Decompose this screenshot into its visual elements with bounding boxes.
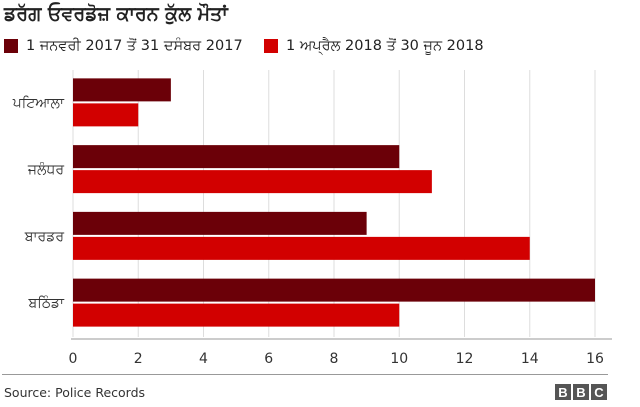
legend-label-2018: 1 ਅਪ੍ਰੈਲ 2018 ਤੋਂ 30 ਜੂਨ 2018	[286, 38, 484, 54]
legend-swatch-2017	[4, 39, 18, 53]
x-tick-label: 16	[586, 351, 604, 367]
x-tick-label: 2	[134, 351, 143, 367]
category-label: ਜਲੰਧਰ	[27, 161, 64, 178]
x-tick-label: 10	[390, 351, 408, 367]
bbc-logo: B B C	[555, 384, 607, 400]
x-tick-label: 14	[521, 351, 539, 367]
legend-item-2018: 1 ਅਪ੍ਰੈਲ 2018 ਤੋਂ 30 ਜੂਨ 2018	[264, 38, 484, 54]
category-label: ਬਠਿੰਡਾ	[27, 295, 65, 312]
legend-label-2017: 1 ਜਨਵਰੀ 2017 ਤੋਂ 31 ਦਸੰਬਰ 2017	[26, 38, 243, 54]
bar	[73, 236, 530, 260]
x-tick-label: 4	[199, 351, 208, 367]
category-label: ਬਾਰਡਰ	[24, 229, 65, 245]
x-tick-label: 12	[456, 351, 474, 367]
source-note: Source: Police Records	[4, 385, 146, 400]
x-tick-label: 6	[264, 351, 273, 367]
bar-chart: 0 2 4 6 8 10 12 14 16 ਪਟਿਆਲਾ ਜਲੰਧਰ ਬਾਰਡਰ ਬਠਿੰਡਾ	[12, 70, 612, 367]
x-tick-label: 0	[69, 351, 78, 367]
bar	[73, 278, 595, 302]
bar	[73, 78, 171, 102]
x-tick-label: 8	[330, 351, 339, 367]
logo-letter: B	[555, 384, 571, 400]
logo-letter: B	[573, 384, 589, 400]
chart-title: ਡਰੱਗ ਓਵਰਡੋਜ਼ ਕਾਰਨ ਕੁੱਲ ਮੌਤਾਂ	[4, 3, 228, 25]
footer-divider	[2, 374, 608, 375]
bar	[73, 145, 400, 169]
legend-swatch-2018	[264, 39, 278, 53]
bar	[73, 211, 367, 235]
bar	[73, 103, 139, 127]
legend-item-2017: 1 ਜਨਵਰੀ 2017 ਤੋਂ 31 ਦਸੰਬਰ 2017	[4, 38, 243, 54]
bar	[73, 303, 400, 327]
logo-letter: C	[591, 384, 607, 400]
category-label: ਪਟਿਆਲਾ	[12, 95, 65, 111]
bar	[73, 170, 432, 194]
